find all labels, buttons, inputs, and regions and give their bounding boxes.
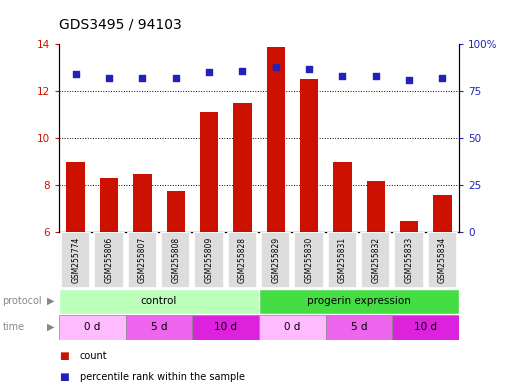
- Bar: [167, 191, 185, 232]
- Text: GSM255832: GSM255832: [371, 237, 380, 283]
- Text: 0 d: 0 d: [284, 322, 301, 332]
- Text: GSM255808: GSM255808: [171, 237, 180, 283]
- Text: 5 d: 5 d: [351, 322, 367, 332]
- Text: GSM255831: GSM255831: [338, 237, 347, 283]
- Bar: [128, 232, 157, 288]
- Bar: [192, 314, 259, 340]
- Point: [138, 75, 146, 81]
- Text: GSM255807: GSM255807: [138, 237, 147, 283]
- Bar: [100, 178, 118, 232]
- Point: [171, 75, 180, 81]
- Bar: [400, 220, 418, 232]
- Point: [438, 75, 446, 81]
- Text: time: time: [3, 322, 25, 332]
- Bar: [259, 314, 326, 340]
- Bar: [61, 232, 90, 288]
- Text: GSM255828: GSM255828: [238, 237, 247, 283]
- Text: progerin expression: progerin expression: [307, 296, 411, 306]
- Bar: [261, 232, 290, 288]
- Bar: [126, 314, 192, 340]
- Text: 5 d: 5 d: [151, 322, 167, 332]
- Text: GSM255829: GSM255829: [271, 237, 280, 283]
- Text: GDS3495 / 94103: GDS3495 / 94103: [59, 17, 182, 31]
- Text: 10 d: 10 d: [214, 322, 237, 332]
- Bar: [328, 232, 357, 288]
- Point: [205, 69, 213, 75]
- Text: 0 d: 0 d: [84, 322, 101, 332]
- Text: GSM255833: GSM255833: [405, 237, 413, 283]
- Bar: [294, 232, 324, 288]
- Bar: [300, 79, 318, 232]
- Point: [338, 73, 346, 79]
- Bar: [228, 232, 257, 288]
- Bar: [361, 232, 390, 288]
- Point: [405, 77, 413, 83]
- Text: ■: ■: [59, 351, 69, 361]
- Bar: [367, 180, 385, 232]
- Point: [371, 73, 380, 79]
- Bar: [194, 232, 224, 288]
- Text: GSM255830: GSM255830: [305, 237, 313, 283]
- Point: [271, 64, 280, 70]
- Bar: [428, 232, 457, 288]
- Text: GSM255809: GSM255809: [205, 237, 213, 283]
- Text: GSM255834: GSM255834: [438, 237, 447, 283]
- Point: [71, 71, 80, 77]
- Text: GSM255806: GSM255806: [105, 237, 113, 283]
- Bar: [200, 113, 218, 232]
- Bar: [392, 314, 459, 340]
- Bar: [67, 162, 85, 232]
- Text: percentile rank within the sample: percentile rank within the sample: [80, 372, 245, 382]
- Text: ■: ■: [59, 372, 69, 382]
- Bar: [433, 195, 451, 232]
- Point: [105, 75, 113, 81]
- Point: [305, 66, 313, 72]
- Bar: [94, 232, 124, 288]
- Bar: [59, 288, 259, 314]
- Bar: [133, 174, 151, 232]
- Text: 10 d: 10 d: [415, 322, 437, 332]
- Text: ▶: ▶: [47, 322, 55, 332]
- Text: protocol: protocol: [3, 296, 42, 306]
- Point: [238, 68, 246, 74]
- Text: ▶: ▶: [47, 296, 55, 306]
- Bar: [233, 103, 251, 232]
- Bar: [326, 314, 392, 340]
- Bar: [267, 46, 285, 232]
- Bar: [259, 288, 459, 314]
- Bar: [333, 162, 351, 232]
- Bar: [59, 314, 126, 340]
- Text: control: control: [141, 296, 177, 306]
- Text: GSM255774: GSM255774: [71, 237, 80, 283]
- Text: count: count: [80, 351, 107, 361]
- Bar: [394, 232, 424, 288]
- Bar: [161, 232, 190, 288]
